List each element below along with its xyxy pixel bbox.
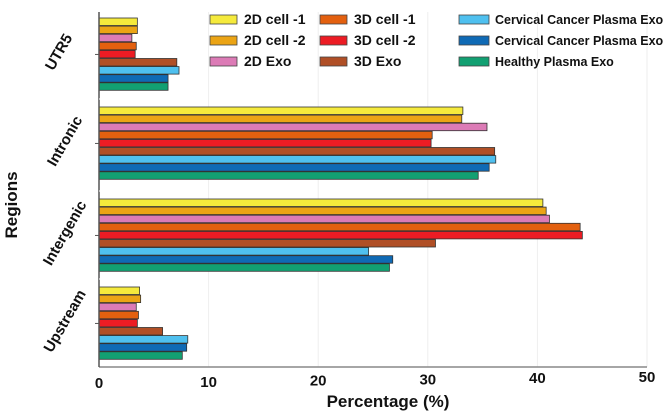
legend-label: Cervical Cancer Plasma Exo-2 bbox=[495, 34, 663, 48]
bar bbox=[98, 130, 433, 140]
bar bbox=[98, 310, 139, 320]
legend-item: 2D cell -2 bbox=[209, 32, 306, 48]
bar bbox=[98, 294, 142, 304]
y-axis-label: Regions bbox=[2, 171, 21, 238]
bar bbox=[98, 17, 138, 26]
bar bbox=[98, 114, 463, 123]
bar bbox=[98, 66, 180, 75]
bar bbox=[98, 222, 581, 232]
legend-swatch bbox=[209, 14, 238, 25]
legend-item: Cervical Cancer Plasma Exo-1 bbox=[458, 13, 663, 27]
gridlines bbox=[208, 12, 648, 367]
bar bbox=[98, 335, 189, 344]
legend-label: 2D cell -1 bbox=[244, 11, 306, 27]
bar bbox=[98, 286, 140, 295]
bar bbox=[98, 50, 136, 59]
bar bbox=[98, 239, 436, 248]
legend-swatch bbox=[319, 35, 348, 46]
legend-label: 2D cell -2 bbox=[244, 32, 306, 48]
legend-item: Healthy Plasma Exo bbox=[458, 55, 614, 69]
legend-swatch bbox=[209, 35, 238, 46]
legend: 2D cell -1 2D cell -2 2D Exo 3D cell -1 3D c… bbox=[209, 11, 663, 69]
x-tick-label: 50 bbox=[639, 369, 656, 386]
bar bbox=[98, 155, 497, 164]
x-tick-label: 40 bbox=[529, 370, 546, 387]
y-tick-label: UTR5 bbox=[42, 31, 76, 73]
legend-item: 3D cell -2 bbox=[319, 32, 416, 48]
x-tick-label: 0 bbox=[95, 375, 103, 392]
bar bbox=[98, 41, 137, 51]
bar bbox=[98, 343, 188, 352]
bar bbox=[98, 82, 169, 91]
legend-item: Cervical Cancer Plasma Exo-2 bbox=[458, 34, 663, 48]
bar bbox=[98, 106, 464, 115]
legend-swatch bbox=[319, 14, 348, 25]
legend-swatch bbox=[319, 56, 348, 67]
bar bbox=[98, 198, 544, 207]
x-tick-label: 10 bbox=[200, 374, 217, 391]
bar bbox=[98, 171, 479, 180]
legend-item: 2D Exo bbox=[209, 53, 291, 69]
bar bbox=[98, 351, 183, 360]
bar bbox=[98, 302, 137, 312]
bar bbox=[98, 163, 490, 172]
x-axis-label: Percentage (%) bbox=[327, 392, 450, 411]
bar bbox=[98, 263, 390, 272]
bar bbox=[98, 25, 138, 35]
y-tick-label: Intronic bbox=[44, 113, 86, 169]
x-tick-label: 20 bbox=[310, 373, 327, 390]
legend-label: Healthy Plasma Exo bbox=[495, 55, 614, 69]
bar bbox=[98, 318, 138, 328]
bar bbox=[98, 206, 547, 216]
bar bbox=[98, 122, 488, 132]
bar bbox=[98, 247, 370, 256]
legend-item: 3D Exo bbox=[319, 53, 401, 69]
legend-label: 3D cell -2 bbox=[354, 32, 416, 48]
y-tick-label: Intergenic bbox=[40, 198, 91, 269]
legend-swatch bbox=[209, 56, 238, 67]
bar bbox=[98, 255, 394, 264]
legend-item: 3D cell -1 bbox=[319, 11, 416, 27]
legend-label: 3D cell -1 bbox=[354, 11, 416, 27]
y-tick-label: Upstream bbox=[40, 287, 89, 355]
x-tick-labels: 0 10 20 30 40 50 bbox=[95, 369, 656, 392]
x-tick-label: 30 bbox=[419, 371, 436, 388]
bar bbox=[98, 230, 583, 240]
bar bbox=[98, 33, 133, 43]
legend-swatch bbox=[458, 14, 490, 25]
legend-label: Cervical Cancer Plasma Exo-1 bbox=[495, 13, 663, 27]
bar bbox=[98, 74, 169, 83]
bar bbox=[98, 327, 163, 336]
legend-swatch bbox=[458, 35, 490, 46]
bar bbox=[98, 147, 496, 156]
legend-label: 2D Exo bbox=[244, 53, 291, 69]
bars bbox=[98, 17, 583, 360]
legend-label: 3D Exo bbox=[354, 53, 401, 69]
legend-swatch bbox=[458, 56, 490, 67]
legend-item: 2D cell -1 bbox=[209, 11, 306, 27]
bar bbox=[98, 214, 550, 224]
bar bbox=[98, 138, 432, 148]
bar bbox=[98, 58, 178, 67]
